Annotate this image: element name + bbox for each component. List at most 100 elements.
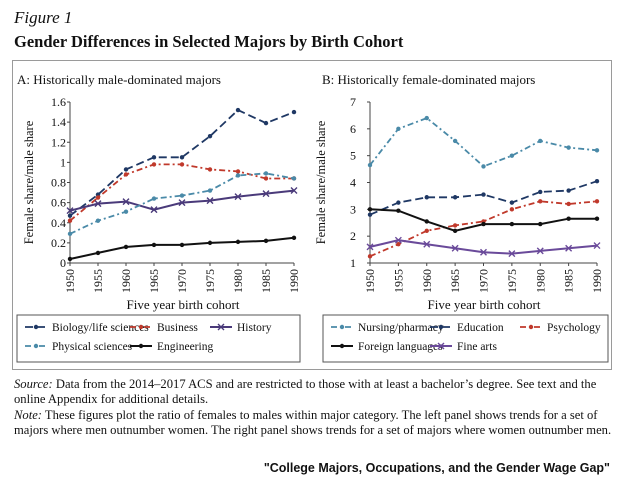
note-text: These figures plot the ratio of females … bbox=[14, 408, 612, 437]
panel-a-series-3-point bbox=[67, 231, 73, 237]
panel-b-legend-box bbox=[322, 314, 609, 363]
panel-b-x-tick-label: 1990 bbox=[590, 269, 604, 293]
panel-b-series-1-point bbox=[396, 200, 401, 205]
panel-b-legend-label-4: Fine arts bbox=[457, 341, 497, 353]
panel-b-series-3-point bbox=[396, 208, 401, 213]
panel-a-series-2-point bbox=[94, 200, 102, 208]
panel-a-y-tick-label: 0.6 bbox=[51, 196, 66, 210]
panel-a-series-0-point bbox=[123, 167, 129, 172]
panel-a-series-3-point bbox=[235, 173, 241, 178]
panel-b-series-4-point bbox=[366, 243, 374, 251]
panel-b-series-4-point bbox=[508, 250, 516, 258]
panel-a-y-tick-label: 1 bbox=[60, 155, 66, 169]
panel-b-legend-marker-0 bbox=[339, 324, 345, 330]
panel-b-series-0-point bbox=[538, 138, 543, 144]
panel-a-series-2-point bbox=[122, 198, 130, 206]
panel-a-legend-marker-0 bbox=[33, 324, 39, 330]
panel-a-series-4-point bbox=[291, 235, 297, 241]
source-note: Source: Data from the 2014–2017 ACS and … bbox=[14, 377, 612, 407]
panel-a-legend-marker-4 bbox=[138, 343, 144, 349]
panel-b-legend-label-1: Education bbox=[457, 322, 504, 334]
panel-b-series-3-point bbox=[538, 221, 543, 227]
figure-label: Figure 1 bbox=[14, 8, 73, 27]
panel-b-series-1-point bbox=[566, 188, 571, 193]
panel-b-series-4-point bbox=[593, 242, 601, 250]
panel-a-title: A: Historically male-dominated majors bbox=[17, 72, 221, 87]
panel-a-x-tick-label: 1960 bbox=[119, 269, 133, 293]
panel-a-legend-label-2: History bbox=[237, 322, 272, 334]
figure-border bbox=[12, 60, 612, 370]
panel-a-series-2-point bbox=[290, 187, 298, 195]
note-label: Note: bbox=[14, 408, 42, 422]
panel-b-series-2-point bbox=[538, 199, 543, 204]
panel-b-series-2-point bbox=[452, 223, 458, 228]
panel-b-y-tick-label: 5 bbox=[350, 149, 356, 163]
panel-b-series-2-point bbox=[396, 242, 401, 247]
panel-b-series-3-point bbox=[424, 219, 429, 224]
panel-a-series-line-1 bbox=[69, 163, 294, 222]
panel-b-series-0-point bbox=[594, 148, 600, 153]
panel-a-series-0-point bbox=[151, 155, 157, 160]
panel-a-series-1-point bbox=[235, 169, 241, 174]
panel-a-series-3-point bbox=[95, 218, 101, 223]
panel-a-series-3-point bbox=[123, 209, 129, 214]
panel-b-series-1-point bbox=[481, 192, 486, 197]
panel-b-x-tick-label: 1985 bbox=[562, 269, 576, 293]
panel-b-series-4-point bbox=[423, 240, 431, 248]
panel-a-y-tick-label: 0.8 bbox=[51, 176, 66, 190]
panel-b-series-4-point bbox=[536, 247, 544, 255]
panel-b-series-1-point bbox=[509, 200, 515, 205]
panel-a-series-line-3 bbox=[69, 172, 295, 235]
figure-title: Gender Differences in Selected Majors by… bbox=[14, 32, 404, 51]
panel-a-y-axis-label: Female share/male share bbox=[22, 120, 36, 244]
panel-a-series-3-point bbox=[207, 188, 213, 193]
panel-b-series-0-point bbox=[424, 115, 429, 121]
panel-b-series-2-point bbox=[566, 201, 571, 207]
panel-b-series-4-point bbox=[480, 248, 487, 256]
panel-a-series-3-point bbox=[263, 171, 269, 176]
panel-b-legend-label-0: Nursing/pharmacy bbox=[358, 322, 444, 334]
panel-b-series-1-point bbox=[424, 195, 429, 200]
panel-a-x-tick-label: 1985 bbox=[259, 269, 273, 293]
source-caption: "College Majors, Occupations, and the Ge… bbox=[263, 461, 610, 475]
panel-b-legend-marker-1 bbox=[438, 324, 444, 330]
panel-a-series-4-point bbox=[95, 250, 101, 256]
panel-b-series-line-1 bbox=[369, 180, 598, 216]
panel-a-x-tick-label: 1955 bbox=[91, 269, 105, 293]
panel-b-legend-label-3: Foreign languages bbox=[358, 341, 443, 353]
panel-b-series-line-2 bbox=[369, 200, 598, 258]
panel-b-series-2-point bbox=[509, 207, 515, 212]
panel-a-x-tick-label: 1970 bbox=[175, 269, 189, 293]
panel-a-series-4-point bbox=[179, 242, 185, 248]
panel-a-series-2-point bbox=[178, 199, 186, 207]
panel-b-series-1-point bbox=[452, 195, 458, 200]
panel-b-series-0-point bbox=[481, 164, 486, 169]
panel-b-series-3-point bbox=[594, 216, 600, 221]
panel-a-series-3-point bbox=[151, 196, 157, 201]
panel-a-series-0-point bbox=[67, 213, 73, 218]
panel-b-series-0-point bbox=[452, 138, 458, 144]
panel-b-x-axis-label: Five year birth cohort bbox=[428, 297, 541, 312]
panel-a-legend-label-4: Engineering bbox=[157, 341, 213, 353]
note-block: Note: These figures plot the ratio of fe… bbox=[14, 408, 612, 438]
panel-b-y-tick-label: 6 bbox=[350, 122, 356, 136]
panel-b-x-tick-label: 1950 bbox=[363, 269, 377, 293]
panel-a-x-tick-label: 1965 bbox=[147, 269, 161, 293]
panel-b-y-axis-label: Female share/male share bbox=[314, 120, 328, 244]
panel-a-series-2-point bbox=[66, 207, 74, 215]
panel-b-series-0-point bbox=[566, 145, 571, 150]
panel-a-series-1-point bbox=[123, 172, 129, 177]
panel-a-series-2-point bbox=[262, 190, 270, 198]
panel-a-x-axis-label: Five year birth cohort bbox=[127, 297, 240, 312]
panel-a-series-4-point bbox=[151, 242, 157, 248]
panel-a-series-0-point bbox=[235, 107, 241, 113]
panel-a-series-4-point bbox=[263, 238, 269, 244]
panel-a-y-tick-label: 0 bbox=[60, 256, 66, 270]
panel-a-series-4-point bbox=[235, 239, 241, 245]
panel-a-legend-label-3: Physical sciences bbox=[52, 341, 133, 353]
panel-b-series-0-point bbox=[509, 153, 515, 158]
panel-b-series-2-point bbox=[594, 199, 600, 204]
panel-b-x-tick-label: 1975 bbox=[505, 269, 519, 293]
panel-a-series-line-4 bbox=[69, 236, 295, 260]
